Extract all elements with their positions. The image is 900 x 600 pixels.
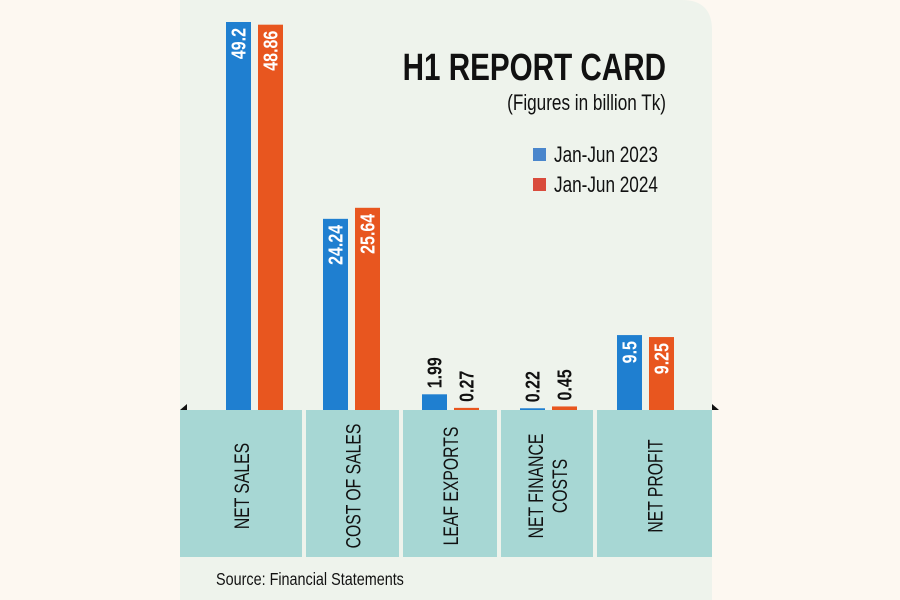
data-label: 9.5 bbox=[619, 341, 641, 363]
data-label: 9.25 bbox=[651, 343, 673, 374]
bar-2023 bbox=[617, 335, 642, 410]
chart-title: H1 REPORT CARD bbox=[403, 47, 666, 89]
category-label: NET SALES bbox=[230, 443, 254, 529]
category-cell bbox=[403, 410, 497, 557]
legend-swatch bbox=[533, 148, 546, 161]
category-cell bbox=[306, 410, 399, 557]
data-label: 0.27 bbox=[456, 371, 478, 402]
data-label: 48.86 bbox=[260, 31, 282, 71]
axis-marker-left bbox=[180, 404, 187, 410]
data-label: 0.45 bbox=[554, 369, 576, 400]
data-label: 25.64 bbox=[357, 214, 379, 254]
bar-2024 bbox=[552, 406, 577, 410]
data-label: 24.24 bbox=[325, 225, 347, 265]
bar-2024 bbox=[355, 207, 380, 410]
bar-2024 bbox=[258, 24, 283, 410]
bar-2023 bbox=[422, 394, 447, 410]
category-cell bbox=[180, 410, 302, 557]
legend: Jan-Jun 2023 Jan-Jun 2024 bbox=[533, 143, 658, 198]
axis-marker-right bbox=[712, 404, 719, 410]
data-label: 1.99 bbox=[424, 357, 446, 388]
data-label: 49.2 bbox=[228, 28, 250, 59]
bar-2023 bbox=[520, 408, 545, 410]
legend-label: Jan-Jun 2023 bbox=[554, 143, 658, 168]
category-label: NET PROFIT bbox=[643, 439, 667, 532]
legend-swatch bbox=[533, 178, 546, 191]
bar-2023 bbox=[323, 218, 348, 410]
bar-2024 bbox=[454, 407, 479, 410]
category-label: COST OF SALES bbox=[341, 424, 365, 549]
bar-2024 bbox=[649, 337, 674, 410]
data-label: 0.22 bbox=[522, 371, 544, 402]
source-note: Source: Financial Statements bbox=[216, 570, 404, 590]
category-label: COSTS bbox=[548, 459, 572, 513]
category-label: NET FINANCE bbox=[524, 434, 548, 539]
chart-subtitle: (Figures in billion Tk) bbox=[507, 91, 666, 116]
category-cell bbox=[501, 410, 593, 557]
category-label: LEAF EXPORTS bbox=[439, 427, 463, 546]
legend-label: Jan-Jun 2024 bbox=[554, 173, 658, 198]
bar-2023 bbox=[226, 22, 251, 410]
category-cell bbox=[597, 410, 712, 557]
